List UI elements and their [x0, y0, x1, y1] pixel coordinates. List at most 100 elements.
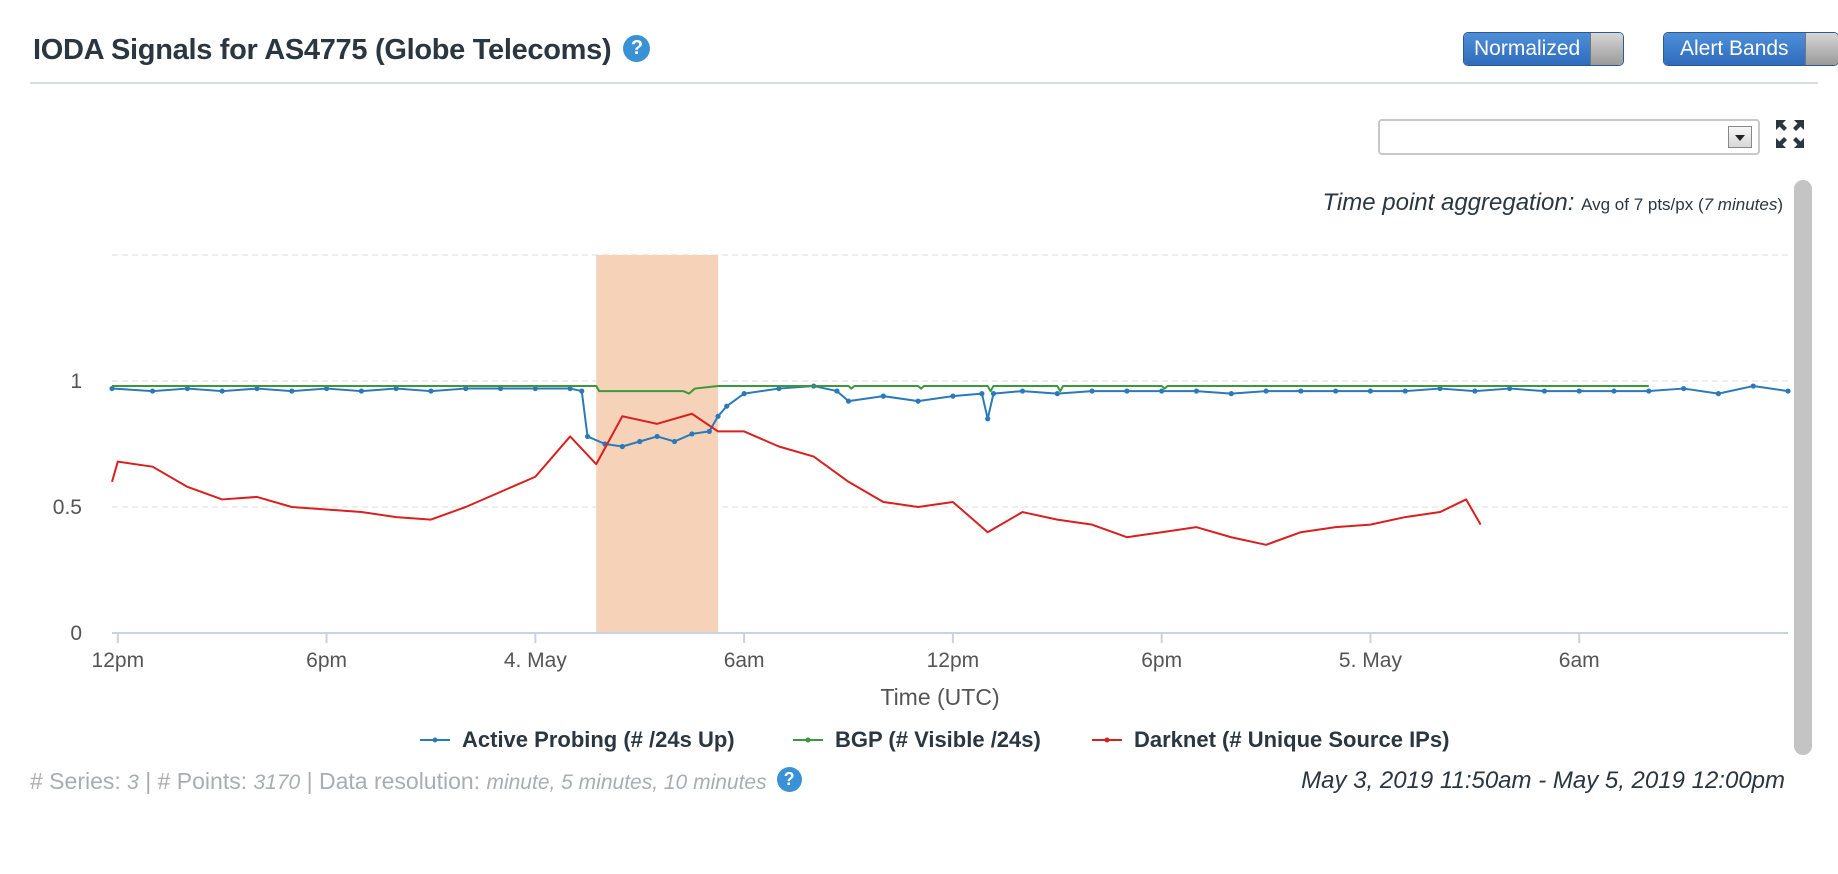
- y-tick-label: 0.5: [53, 496, 82, 519]
- footer-stats: # Series: 3 | # Points: 3170 | Data reso…: [30, 767, 802, 795]
- active-probing-point: [1576, 388, 1582, 394]
- chevron-down-icon[interactable]: [1728, 126, 1752, 148]
- active-probing-point: [715, 413, 721, 419]
- active-probing-point: [880, 393, 886, 399]
- darknet-series-line: [111, 412, 1482, 546]
- active-probing-point: [532, 385, 538, 392]
- active-probing-point: [1298, 388, 1304, 394]
- active-probing-point: [1089, 388, 1095, 394]
- x-tick-label: 6pm: [1141, 649, 1182, 672]
- active-probing-series-line: [111, 385, 1789, 448]
- toggle-knob: [1804, 33, 1838, 65]
- legend-label: BGP (# Visible /24s): [835, 727, 1041, 752]
- active-probing-point: [671, 438, 678, 445]
- page-title: IODA Signals for AS4775 (Globe Telecoms)…: [33, 34, 651, 67]
- active-probing-point: [1159, 388, 1165, 394]
- active-probing-point: [1472, 388, 1478, 394]
- active-probing-point: [950, 393, 956, 399]
- active-probing-point: [724, 403, 730, 409]
- active-probing-legend-item[interactable]: Active Probing (# /24s Up): [420, 727, 735, 752]
- series-count-label: # Series:: [30, 768, 121, 794]
- active-probing-point: [109, 385, 115, 392]
- x-tick-label: 6pm: [306, 649, 347, 672]
- active-probing-point: [915, 398, 921, 404]
- active-probing-point: [358, 388, 364, 394]
- active-probing-point: [1785, 388, 1791, 394]
- active-probing-point: [979, 391, 985, 397]
- x-axis-title: Time (UTC): [880, 684, 999, 710]
- date-range: May 3, 2019 11:50am - May 5, 2019 12:00p…: [1301, 767, 1785, 794]
- active-probing-point: [428, 388, 434, 394]
- aggregation-value-italic: 7 minutes: [1703, 195, 1778, 214]
- active-probing-point: [1367, 388, 1374, 394]
- legend-label: Darknet (# Unique Source IPs): [1134, 727, 1449, 752]
- points-count: 3170: [253, 771, 301, 794]
- active-probing-point: [497, 385, 504, 392]
- resolution-label: | Data resolution:: [306, 768, 481, 794]
- active-probing-point: [990, 391, 997, 397]
- active-probing-point: [1333, 388, 1339, 394]
- aggregation-label: Time point aggregation:: [1322, 189, 1575, 216]
- question-circle-icon[interactable]: ?: [623, 34, 651, 62]
- active-probing-point: [619, 443, 625, 450]
- active-probing-point: [834, 388, 840, 394]
- active-probing-point: [567, 385, 573, 392]
- y-tick-label: 1: [70, 370, 82, 393]
- legend-marker: [805, 737, 811, 743]
- x-tick-label: 6am: [1559, 649, 1600, 672]
- active-probing-point: [654, 433, 660, 440]
- bgp-series-line: [112, 385, 1649, 395]
- toggle-knob: [1590, 33, 1624, 65]
- active-probing-point: [1228, 391, 1234, 397]
- alert-bands-toggle-label: Alert Bands: [1664, 33, 1805, 65]
- active-probing-point: [689, 431, 695, 437]
- active-probing-point: [1681, 385, 1687, 392]
- active-probing-point: [637, 438, 643, 445]
- active-probing-point: [254, 385, 260, 392]
- normalized-toggle-label: Normalized: [1464, 33, 1591, 65]
- x-tick-label: 5. May: [1339, 649, 1403, 672]
- aggregation-info: Time point aggregation: Avg of 7 pts/px …: [1322, 189, 1783, 217]
- active-probing-point: [1019, 388, 1026, 394]
- active-probing-point: [219, 388, 225, 394]
- active-probing-point: [1541, 388, 1548, 394]
- y-tick-label: 0: [70, 622, 82, 645]
- vertical-scrollbar[interactable]: [1794, 180, 1812, 755]
- alert-bands-toggle[interactable]: Alert Bands: [1663, 32, 1838, 66]
- question-circle-icon[interactable]: ?: [776, 767, 802, 793]
- alert-band: [596, 255, 719, 633]
- active-probing-point: [985, 416, 991, 422]
- title-text: IODA Signals for AS4775 (Globe Telecoms): [33, 34, 612, 66]
- active-probing-point: [149, 388, 156, 394]
- series-count: 3: [127, 771, 139, 794]
- header-divider: [30, 82, 1818, 84]
- active-probing-point: [289, 388, 295, 394]
- points-count-label: | # Points:: [145, 768, 248, 794]
- x-tick-label: 4. May: [504, 649, 568, 672]
- active-probing-point: [463, 385, 469, 392]
- active-probing-point: [776, 385, 782, 392]
- x-tick-label: 12pm: [92, 649, 145, 672]
- series-select[interactable]: [1378, 119, 1760, 155]
- active-probing-point: [1402, 388, 1408, 394]
- legend-label: Active Probing (# /24s Up): [462, 727, 735, 752]
- active-probing-point: [1193, 388, 1200, 394]
- active-probing-point: [1124, 388, 1130, 394]
- active-probing-point: [1750, 383, 1756, 389]
- active-probing-point: [845, 398, 852, 404]
- active-probing-point: [1437, 385, 1443, 392]
- active-probing-point: [184, 385, 190, 392]
- darknet-legend-item[interactable]: Darknet (# Unique Source IPs): [1092, 727, 1449, 752]
- bgp-legend-item[interactable]: BGP (# Visible /24s): [793, 727, 1041, 752]
- active-probing-point: [706, 428, 712, 434]
- active-probing-point: [393, 385, 399, 392]
- x-tick-label: 6am: [724, 649, 765, 672]
- resolution-value: minute, 5 minutes, 10 minutes: [486, 771, 767, 794]
- normalized-toggle[interactable]: Normalized: [1463, 32, 1625, 66]
- active-probing-point: [1263, 388, 1269, 394]
- aggregation-value-prefix: Avg of 7 pts/px (: [1581, 195, 1704, 214]
- legend-marker: [1104, 737, 1110, 743]
- legend-marker: [432, 737, 438, 743]
- expand-arrows-icon[interactable]: [1774, 118, 1806, 150]
